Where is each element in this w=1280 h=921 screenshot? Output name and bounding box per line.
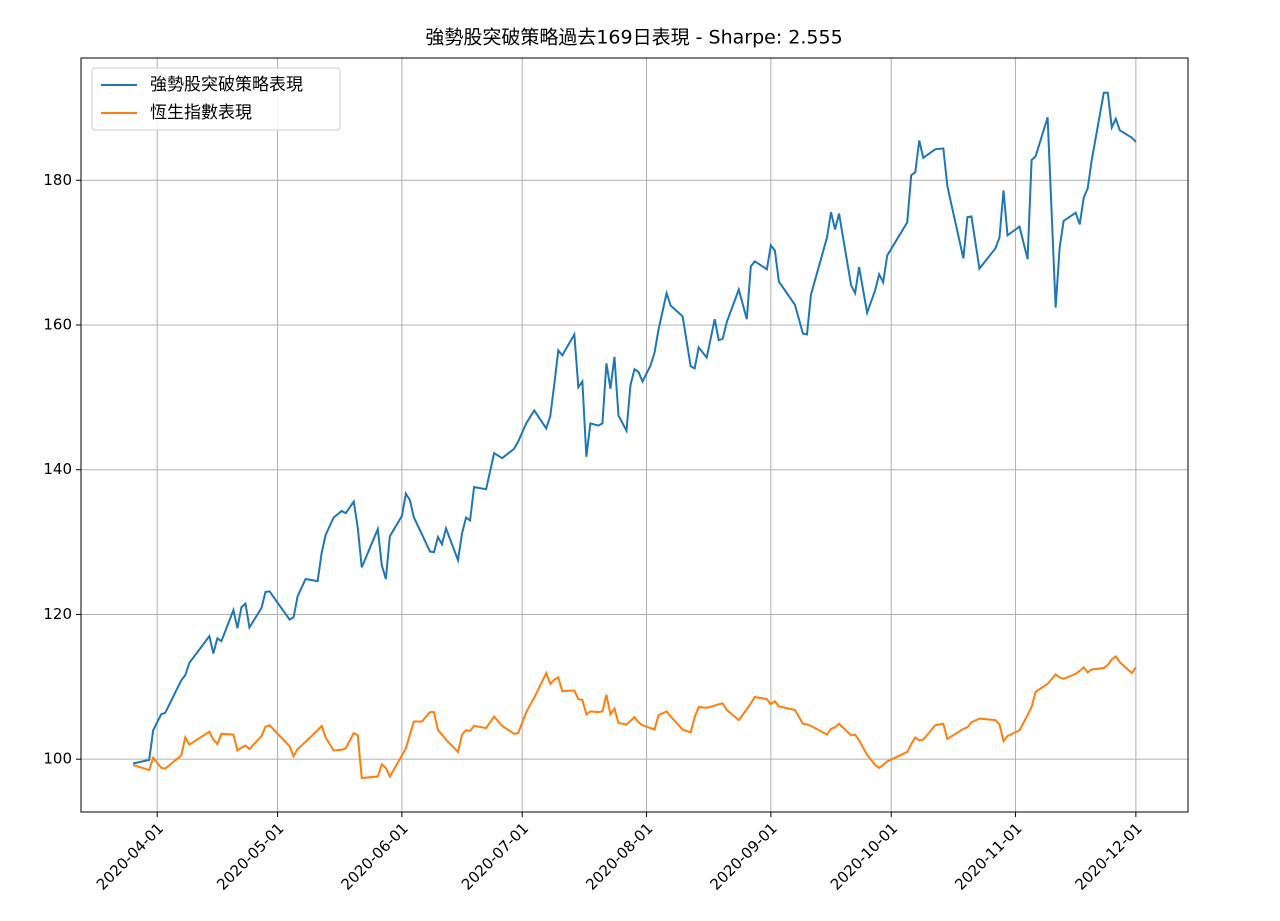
x-tick-label: 2020-10-01 [827,819,901,893]
plot-frame [80,57,1189,813]
y-tick-label: 120 [43,605,72,623]
series-line [132,655,1137,780]
chart-title: 強勢股突破策略過去169日表現 - Sharpe: 2.555 [425,27,842,49]
series-line [132,91,1137,765]
legend-label: 恆生指數表現 [150,103,252,123]
y-tick-label: 180 [43,171,72,189]
x-tick-label: 2020-05-01 [213,819,287,893]
x-tick-label: 2020-11-01 [951,819,1025,893]
y-tick-label: 100 [43,750,72,768]
x-tick-label: 2020-04-01 [93,819,167,893]
legend-label: 強勢股突破策略表現 [150,75,303,95]
legend-box [91,67,341,131]
y-tick-label: 140 [43,460,72,478]
x-tick-label: 2020-12-01 [1071,819,1145,893]
x-tick-label: 2020-08-01 [582,819,656,893]
y-tick-label: 160 [43,316,72,334]
x-tick-label: 2020-06-01 [338,819,412,893]
x-tick-label: 2020-07-01 [458,819,532,893]
x-tick-label: 2020-09-01 [707,819,781,893]
